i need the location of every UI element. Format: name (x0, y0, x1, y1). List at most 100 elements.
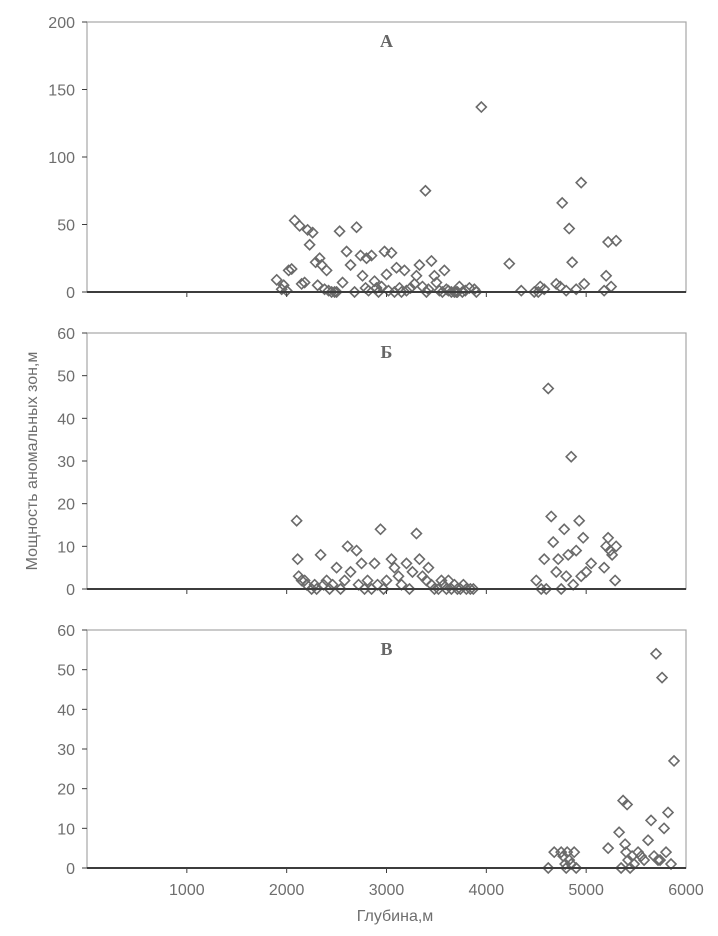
data-point (350, 544, 363, 557)
y-tick-label: 60 (57, 326, 75, 343)
data-point (436, 285, 449, 299)
data-point (282, 264, 295, 277)
data-point (598, 561, 611, 574)
data-point (406, 565, 419, 579)
data-point (614, 861, 628, 875)
data-point (570, 283, 583, 296)
data-point (410, 527, 423, 540)
data-point (291, 553, 304, 566)
y-tick-label: 30 (57, 454, 75, 471)
y-tick-label: 20 (57, 782, 75, 799)
data-point (612, 826, 626, 839)
y-tick-label: 100 (48, 150, 75, 167)
data-point (306, 226, 319, 239)
data-point (311, 279, 324, 292)
data-point (422, 283, 435, 296)
panel-a-y-ticks: 0 50 100 150 200 (48, 15, 87, 302)
data-point (368, 275, 381, 288)
data-point (552, 553, 565, 566)
y-tick-label: 30 (57, 742, 75, 759)
y-tick-label: 40 (57, 702, 75, 719)
data-point (336, 276, 349, 289)
x-tick-label: 2000 (269, 882, 305, 899)
data-point (310, 582, 323, 596)
data-point (344, 258, 357, 272)
panel-c-y-ticks: 0 10 20 30 40 50 60 (57, 623, 87, 878)
data-point (333, 225, 346, 238)
data-point (535, 582, 548, 596)
data-point (585, 557, 598, 570)
data-point (578, 277, 591, 291)
data-point (653, 853, 667, 867)
y-tick-label: 50 (57, 218, 75, 235)
x-axis-title: Глубина,м (357, 908, 434, 925)
data-point (309, 256, 322, 269)
data-point (328, 285, 341, 299)
data-point (609, 540, 623, 553)
data-point (428, 269, 441, 282)
panel-a-frame (86, 21, 687, 293)
data-point (573, 514, 586, 527)
panel-c-label: В (380, 639, 392, 659)
data-point (385, 553, 398, 566)
data-point (464, 582, 477, 596)
data-point (318, 283, 331, 296)
data-point (558, 523, 571, 536)
data-point (556, 196, 569, 210)
data-point (344, 565, 357, 579)
data-point (341, 540, 354, 553)
y-tick-label: 200 (48, 15, 75, 32)
panel-a: А 0 50 100 150 200 (48, 15, 687, 302)
data-point (470, 285, 483, 299)
data-point (538, 553, 551, 566)
panel-b-frame (86, 332, 687, 590)
data-point (330, 561, 343, 574)
data-point (528, 285, 541, 299)
data-point (475, 100, 488, 114)
data-point (385, 246, 398, 259)
panel-b-points (290, 382, 623, 596)
data-point (657, 822, 671, 835)
panel-c: В 0 10 20 30 40 50 60 1000 2000 3000 4000 5000 6000 (57, 623, 704, 899)
data-point (400, 557, 413, 570)
data-point (413, 553, 426, 566)
data-point (570, 861, 583, 875)
data-point (380, 574, 393, 587)
data-point (380, 268, 393, 281)
y-tick-label: 0 (66, 582, 75, 599)
data-point (608, 574, 622, 587)
data-point (560, 284, 573, 297)
y-tick-label: 20 (57, 497, 75, 514)
data-point (305, 582, 318, 596)
data-point (374, 523, 387, 536)
data-point (547, 535, 560, 549)
panel-a-points (270, 100, 623, 299)
panel-c-points (542, 647, 681, 875)
data-point (285, 262, 298, 276)
data-point (659, 846, 673, 859)
data-point (313, 252, 326, 265)
data-point (361, 574, 374, 587)
data-point (355, 557, 368, 570)
data-point (410, 269, 423, 282)
data-point (570, 544, 583, 557)
panel-c-x-ticks: 1000 2000 3000 4000 5000 6000 (169, 882, 704, 899)
data-point (623, 861, 637, 875)
data-point (580, 565, 593, 579)
data-point (530, 574, 543, 587)
data-point (637, 853, 651, 867)
data-point (330, 285, 343, 299)
data-point (428, 582, 441, 596)
data-point (403, 582, 416, 596)
data-point (467, 582, 480, 596)
data-point (563, 853, 576, 867)
x-tick-label: 4000 (469, 882, 505, 899)
data-point (542, 382, 555, 395)
data-point (440, 582, 453, 596)
data-point (298, 574, 311, 587)
data-point (620, 798, 634, 811)
data-point (334, 582, 347, 596)
data-point (600, 269, 613, 282)
panel-a-label: А (380, 31, 393, 51)
